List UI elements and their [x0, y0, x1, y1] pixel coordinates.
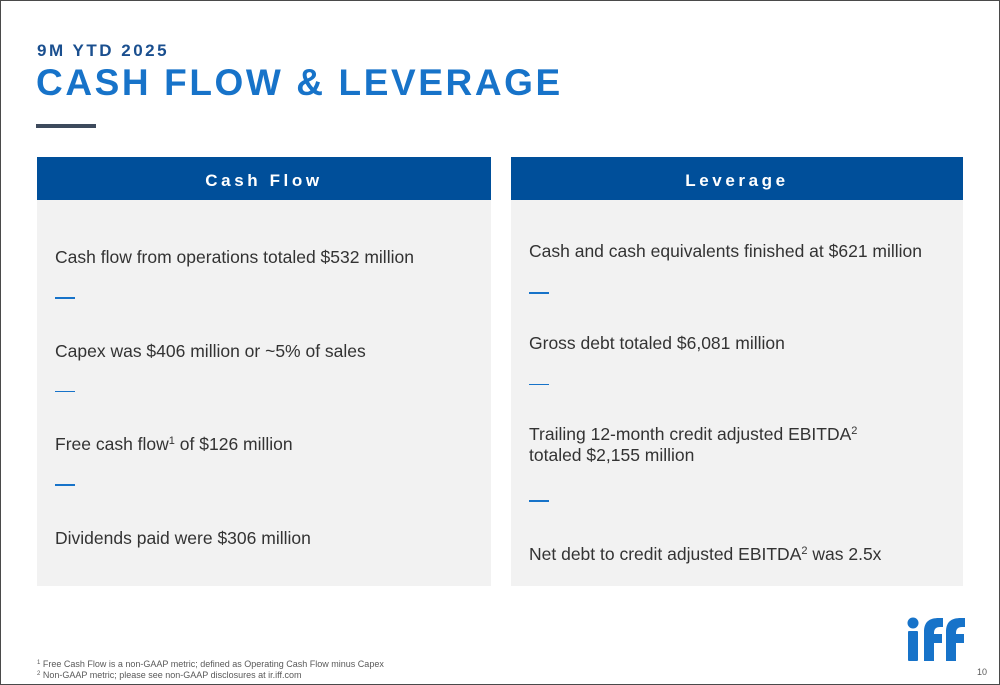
- leverage-panel: Leverage Cash and cash equivalents finis…: [511, 157, 963, 586]
- footnote-marker: 2: [851, 425, 858, 437]
- cash-flow-body: Cash flow from operations totaled $532 m…: [55, 247, 475, 549]
- capex-item: Capex was $406 million or ~5% of sales: [55, 340, 366, 361]
- separator: [55, 484, 75, 486]
- dividends-item: Dividends paid were $306 million: [55, 527, 311, 548]
- free-cash-flow-label: Free cash flow: [55, 434, 169, 454]
- net-debt-label: Net debt to credit adjusted EBITDA: [529, 543, 802, 564]
- cash-flow-heading: Cash Flow: [37, 157, 491, 200]
- page-title: CASH FLOW & LEVERAGE: [36, 62, 563, 103]
- footnote-2: 2 Non-GAAP metric; please see non-GAAP d…: [37, 670, 384, 681]
- free-cash-flow-value: of $126 million: [174, 434, 293, 454]
- operations-cash-flow-item: Cash flow from operations totaled $532 m…: [55, 247, 414, 267]
- ebitda-line-2: totaled $2,155 million: [529, 445, 695, 465]
- separator: [529, 500, 549, 502]
- footnote-1: 1 Free Cash Flow is a non-GAAP metric; d…: [37, 659, 384, 670]
- footnotes: 1 Free Cash Flow is a non-GAAP metric; d…: [37, 659, 384, 681]
- footnote-text: Non-GAAP metric; please see non-GAAP dis…: [40, 670, 302, 680]
- separator: [529, 292, 549, 294]
- footnote-marker: 2: [37, 671, 41, 677]
- page-number: 10: [976, 667, 987, 677]
- cash-equivalents-item: Cash and cash equivalents finished at $6…: [529, 241, 923, 261]
- separator: [529, 383, 549, 385]
- ebitda-label: Trailing 12-month credit adjusted EBITDA: [529, 424, 852, 444]
- ebitda-line-1: Trailing 12-month credit adjusted EBITDA…: [529, 424, 947, 445]
- free-cash-flow-item: Free cash flow1 of $126 million: [55, 434, 475, 455]
- footnote-marker: 1: [37, 660, 41, 666]
- gross-debt-item: Gross debt totaled $6,081 million: [529, 332, 785, 353]
- net-debt-item: Net debt to credit adjusted EBITDA2 was …: [529, 544, 947, 565]
- separator: [55, 297, 75, 299]
- leverage-body: Cash and cash equivalents finished at $6…: [529, 241, 947, 565]
- iff-logo: iff: [907, 617, 965, 661]
- cash-flow-panel: Cash Flow Cash flow from operations tota…: [37, 157, 491, 586]
- ebitda-item: Trailing 12-month credit adjusted EBITDA…: [529, 424, 947, 466]
- title-underline: [36, 124, 96, 128]
- footnote-text: Free Cash Flow is a non-GAAP metric; def…: [40, 659, 384, 669]
- eyebrow-label: 9M YTD 2025: [37, 41, 170, 60]
- footnote-marker: 2: [801, 544, 808, 557]
- separator: [55, 390, 75, 392]
- footnote-marker: 1: [168, 435, 175, 447]
- net-debt-value: was 2.5x: [807, 543, 882, 564]
- leverage-heading: Leverage: [511, 157, 963, 200]
